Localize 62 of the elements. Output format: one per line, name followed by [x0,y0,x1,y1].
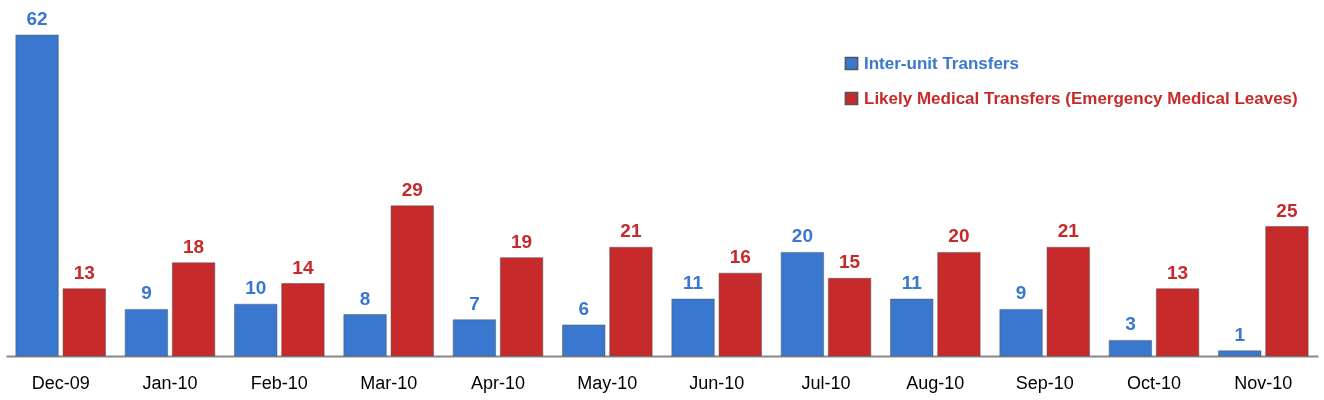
data-label: 29 [401,178,423,200]
data-label: 14 [292,256,314,278]
bar [452,319,496,357]
data-label: 19 [511,230,533,252]
bar [281,283,325,357]
x-tick-label: Aug-10 [906,372,965,393]
x-tick-label: Dec-09 [31,372,90,393]
bar [234,303,278,357]
bar [343,314,387,357]
data-label: 11 [901,272,923,294]
bar [1108,340,1152,357]
bar [1156,288,1200,357]
data-label: 15 [839,251,861,273]
data-label: 3 [1125,313,1136,335]
x-tick-label: Apr-10 [470,372,526,393]
legend-label: Likely Medical Transfers (Emergency Medical Leaves) [864,88,1298,108]
bar [124,309,168,357]
data-label: 6 [578,297,590,319]
x-tick-label: Mar-10 [360,372,418,393]
data-label: 62 [26,8,48,29]
data-label: 20 [948,225,970,247]
bar [562,324,606,357]
data-label: 9 [141,282,152,304]
data-label: 8 [359,287,371,309]
data-label: 20 [791,225,813,247]
bar [609,247,653,357]
data-label: 1 [1234,323,1246,345]
x-tick-label: Jun-10 [689,372,745,393]
data-label: 21 [620,220,642,242]
x-tick-label: Jul-10 [801,372,851,393]
x-tick-label: Jan-10 [142,372,198,393]
bar [780,252,824,357]
bar [828,278,872,357]
data-label: 10 [245,277,267,299]
bar [500,257,544,357]
bar [62,288,106,357]
data-label: 13 [1167,261,1189,283]
bar [1046,247,1090,357]
data-label: 21 [1057,220,1080,242]
data-label: 18 [183,235,205,257]
legend-label: Inter-unit Transfers [864,53,1019,73]
data-label: 7 [469,292,480,314]
bar [718,272,762,357]
bar [15,34,59,357]
x-tick-label: Oct-10 [1126,372,1182,393]
x-tick-label: Feb-10 [250,372,308,393]
bar [172,262,216,357]
x-tick-label: May-10 [577,372,638,393]
data-label: 16 [729,246,751,268]
data-label: 13 [73,261,95,283]
bar [1265,226,1309,357]
data-label: 11 [683,272,704,294]
bar [671,298,715,357]
bar [1218,350,1262,357]
bar [890,298,934,357]
x-tick-label: Nov-10 [1234,372,1293,393]
data-label: 25 [1276,199,1298,221]
data-label: 9 [1015,282,1027,304]
bar [937,252,981,357]
bar [390,205,434,357]
x-tick-label: Sep-10 [1015,372,1074,393]
bar [999,309,1043,357]
